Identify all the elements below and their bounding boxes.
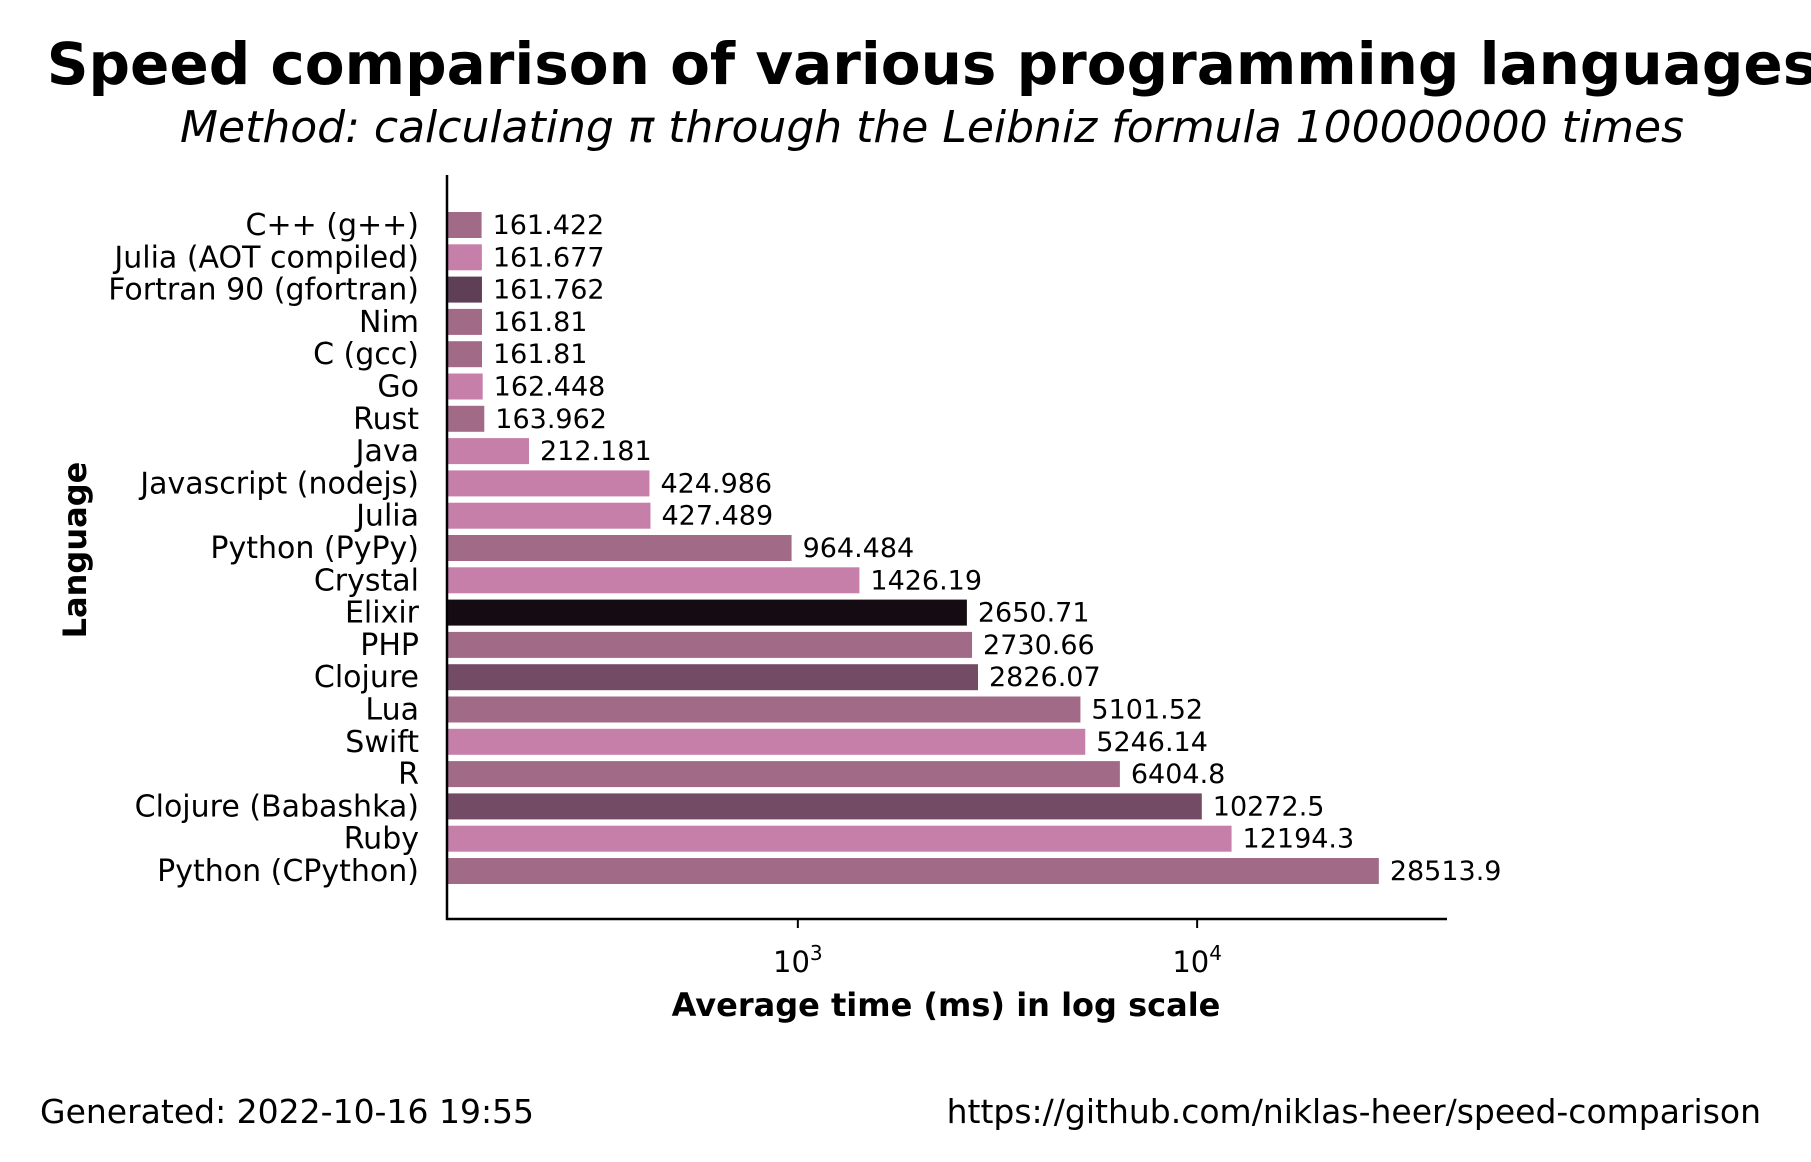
category-label: Java <box>354 434 419 469</box>
bar <box>448 212 482 238</box>
x-ticks: 103 104 <box>773 920 1222 979</box>
category-label: PHP <box>360 628 419 663</box>
category-label: Clojure (Babashka) <box>135 789 419 824</box>
category-labels: C++ (g++)Julia (AOT compiled)Fortran 90 … <box>108 208 419 889</box>
footer-url: https://github.com/niklas-heer/speed-com… <box>947 1092 1761 1131</box>
category-label: R <box>398 757 419 792</box>
value-label: 161.81 <box>493 339 587 370</box>
value-label: 2730.66 <box>983 630 1095 661</box>
bars-group <box>448 212 1379 884</box>
category-label: Python (CPython) <box>157 854 419 889</box>
bar <box>448 761 1120 788</box>
x-tick-label: 104 <box>1172 941 1222 979</box>
category-label: Julia <box>354 499 419 534</box>
value-label: 161.762 <box>493 275 605 306</box>
bar <box>448 244 482 271</box>
bar <box>448 664 978 691</box>
category-label: Lua <box>365 693 419 728</box>
value-label: 161.422 <box>493 210 605 241</box>
category-label: C++ (g++) <box>246 208 419 243</box>
value-label: 212.181 <box>540 436 652 467</box>
value-label: 6404.8 <box>1131 759 1225 790</box>
x-axis-title: Average time (ms) in log scale <box>672 986 1221 1024</box>
bar <box>448 599 967 626</box>
bar <box>448 567 860 594</box>
value-label: 2826.07 <box>989 662 1101 693</box>
category-label: Clojure <box>314 660 419 695</box>
category-label: Ruby <box>344 822 419 857</box>
value-label: 28513.9 <box>1390 856 1502 887</box>
bar <box>448 276 482 303</box>
bar <box>448 438 529 465</box>
chart-title: Speed comparison of various programming … <box>47 30 1811 98</box>
bar <box>448 373 483 400</box>
bar <box>448 341 483 368</box>
category-label: Julia (AOT compiled) <box>112 240 419 275</box>
x-tick-label: 103 <box>773 941 823 979</box>
value-label: 10272.5 <box>1213 791 1325 822</box>
bar <box>448 825 1232 852</box>
bar <box>448 535 792 561</box>
value-label: 163.962 <box>495 404 607 435</box>
value-label: 2650.71 <box>978 598 1090 629</box>
bar <box>448 696 1081 723</box>
value-label: 162.448 <box>494 372 606 403</box>
bar <box>448 631 973 658</box>
category-label: Go <box>377 370 419 405</box>
value-label: 964.484 <box>803 533 915 564</box>
value-label: 12194.3 <box>1243 824 1355 855</box>
bar <box>448 858 1379 884</box>
footer-generated: Generated: 2022-10-16 19:55 <box>40 1092 534 1131</box>
bar <box>448 793 1202 820</box>
category-label: C (gcc) <box>313 337 419 372</box>
category-label: Nim <box>359 305 419 340</box>
value-label: 424.986 <box>660 468 772 499</box>
category-label: Fortran 90 (gfortran) <box>108 273 419 308</box>
value-label: 161.81 <box>493 307 587 338</box>
value-label: 427.489 <box>661 501 773 532</box>
y-axis-title: Language <box>56 462 94 639</box>
category-label: Crystal <box>314 563 419 598</box>
bar <box>448 308 483 335</box>
category-label: Python (PyPy) <box>210 531 419 566</box>
value-label: 5101.52 <box>1091 695 1203 726</box>
value-labels: 161.422161.677161.762161.81161.81162.448… <box>493 210 1502 887</box>
value-label: 161.677 <box>493 242 605 273</box>
bar <box>448 502 651 529</box>
bar <box>448 728 1086 755</box>
category-label: Elixir <box>345 596 420 631</box>
bar <box>448 405 485 432</box>
value-label: 1426.19 <box>870 565 982 596</box>
chart-subtitle: Method: calculating π through the Leibni… <box>180 102 1684 153</box>
category-label: Javascript (nodejs) <box>138 466 419 501</box>
bar <box>448 470 650 497</box>
category-label: Swift <box>345 725 419 760</box>
value-label: 5246.14 <box>1096 727 1208 758</box>
category-label: Rust <box>353 402 419 437</box>
